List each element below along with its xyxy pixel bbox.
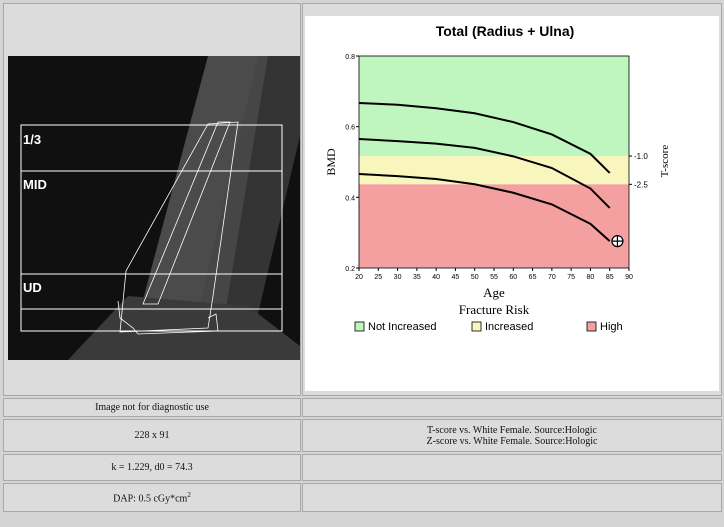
x-tick-label: 85 — [606, 274, 614, 281]
x-tick-label: 30 — [394, 274, 402, 281]
x-tick-label: 45 — [452, 274, 460, 281]
x-tick-label: 50 — [471, 274, 479, 281]
y-tick-label: 0.4 — [345, 195, 355, 202]
cell-text: T-score vs. White Female. Source:Hologic — [427, 424, 597, 436]
y2-tick-label: -2.5 — [634, 180, 648, 189]
superscript: 2 — [187, 490, 191, 499]
x-tick-label: 20 — [355, 274, 363, 281]
series-line — [358, 138, 611, 209]
x-tick-label: 40 — [432, 274, 440, 281]
marker-cross — [611, 235, 623, 247]
cell-text: DAP: 0.5 cGy*cm2 — [113, 491, 191, 504]
x-tick-label: 35 — [413, 274, 421, 281]
table-cell: 228 x 91 — [3, 419, 301, 452]
x-tick-label: 90 — [625, 274, 633, 281]
y-tick-label: 0.6 — [345, 125, 355, 132]
chart-title: Total (Radius + Ulna) — [436, 23, 575, 39]
table-cell: Image not for diagnostic use — [3, 398, 301, 417]
table-cell — [302, 454, 722, 481]
table-cell: DAP: 0.5 cGy*cm2 — [3, 483, 301, 512]
cell-text: k = 1.229, d0 = 74.3 — [111, 462, 193, 473]
image-panel: 1/3 MID UD — [3, 3, 301, 396]
legend-swatch — [354, 321, 365, 332]
table-cell: T-score vs. White Female. Source:Hologic… — [302, 419, 722, 452]
roi-label: UD — [23, 280, 42, 295]
y-tick-label: 0.2 — [345, 266, 355, 273]
legend-label: Increased — [485, 321, 533, 333]
x-tick-label: 55 — [490, 274, 498, 281]
legend-swatch — [586, 321, 597, 332]
xray-image: 1/3 MID UD — [8, 56, 300, 360]
dap-text: DAP: 0.5 cGy*cm — [113, 493, 188, 505]
table-cell — [302, 398, 722, 417]
chart: Total (Radius + Ulna) 0.2 0.4 0.6 0.8 20 25 30 3… — [305, 16, 719, 391]
cell-text: Z-score vs. White Female. Source:Hologic — [426, 435, 598, 447]
cell-text: 228 x 91 — [134, 430, 170, 441]
chart-panel: Total (Radius + Ulna) 0.2 0.4 0.6 0.8 20 25 30 3… — [302, 3, 722, 396]
risk-band — [359, 156, 629, 185]
x-tick-label: 70 — [548, 274, 556, 281]
x-axis-label: Age — [483, 285, 505, 300]
series-line — [358, 173, 611, 242]
table-cell: k = 1.229, d0 = 74.3 — [3, 454, 301, 481]
x-tick-label: 80 — [587, 274, 595, 281]
x-tick-label: 60 — [509, 274, 517, 281]
risk-band — [359, 184, 629, 268]
y-axis-label: BMD — [324, 148, 338, 176]
cell-text: Image not for diagnostic use — [95, 402, 209, 413]
series-line — [358, 101, 611, 174]
legend-label: High — [600, 321, 623, 333]
y2-tick-label: -1.0 — [634, 152, 648, 161]
legend-label: Not Increased — [368, 321, 436, 333]
y-tick-label: 0.8 — [345, 54, 355, 61]
roi-label: MID — [23, 177, 47, 192]
y2-axis-label: T-score — [659, 145, 671, 178]
roi-label: 1/3 — [23, 132, 41, 147]
x-tick-label: 65 — [529, 274, 537, 281]
x-tick-label: 75 — [567, 274, 575, 281]
legend-swatch — [471, 321, 482, 332]
table-cell — [302, 483, 722, 512]
patient-marker — [611, 235, 624, 248]
x-tick-label: 25 — [374, 274, 382, 281]
legend-title: Fracture Risk — [459, 302, 530, 317]
